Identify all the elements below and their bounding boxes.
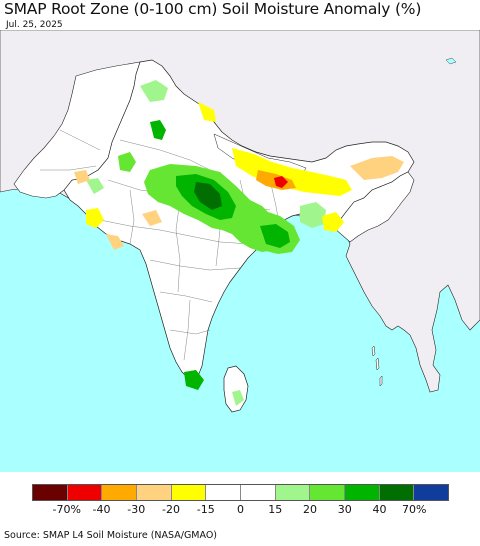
pakistan-region — [13, 61, 141, 199]
date-label: Jul. 25, 2025 — [6, 20, 63, 30]
legend-swatch — [275, 485, 311, 500]
legend-swatch — [33, 485, 68, 500]
legend-tick-label: 15 — [268, 503, 283, 516]
legend-tick-label: -15 — [196, 503, 215, 516]
legend-tick-label: 20 — [303, 503, 317, 516]
legend-swatch — [414, 485, 449, 500]
lake — [445, 57, 457, 65]
map-frame — [0, 30, 480, 472]
legend-swatch — [102, 485, 138, 500]
bangladesh-region — [333, 171, 415, 243]
legend-tick-label: 30 — [337, 503, 352, 516]
legend-swatch — [137, 485, 172, 500]
legend-swatch — [241, 485, 276, 500]
legend-ticks: -70% -40 -30 -20 -15 0 15 20 30 40 70% — [32, 503, 449, 517]
legend-tick-label: -40 — [92, 503, 111, 516]
legend-swatch — [67, 485, 103, 500]
andaman-islands — [371, 345, 383, 387]
wet-anomaly-areas — [86, 80, 326, 406]
dry-anomaly-areas — [74, 102, 404, 250]
legend-tick-label: -30 — [127, 503, 146, 516]
legend-swatch — [379, 485, 415, 500]
soil-moisture-map — [0, 30, 480, 472]
legend-tick-label: 0 — [237, 503, 244, 516]
source-label: Source: SMAP L4 Soil Moisture (NASA/GMAO… — [4, 530, 218, 541]
legend-tick-label: -20 — [162, 503, 180, 516]
legend-swatch — [345, 485, 380, 500]
legend-swatch — [206, 485, 242, 500]
legend-colorbar — [32, 484, 449, 501]
legend-swatch — [310, 485, 346, 500]
legend-tick-label: 40 — [372, 503, 387, 516]
legend-tick-label: -70% — [52, 503, 81, 516]
legend-swatch — [171, 485, 207, 500]
legend-tick-label: 70% — [402, 503, 427, 516]
page-title: SMAP Root Zone (0-100 cm) Soil Moisture … — [4, 0, 422, 18]
